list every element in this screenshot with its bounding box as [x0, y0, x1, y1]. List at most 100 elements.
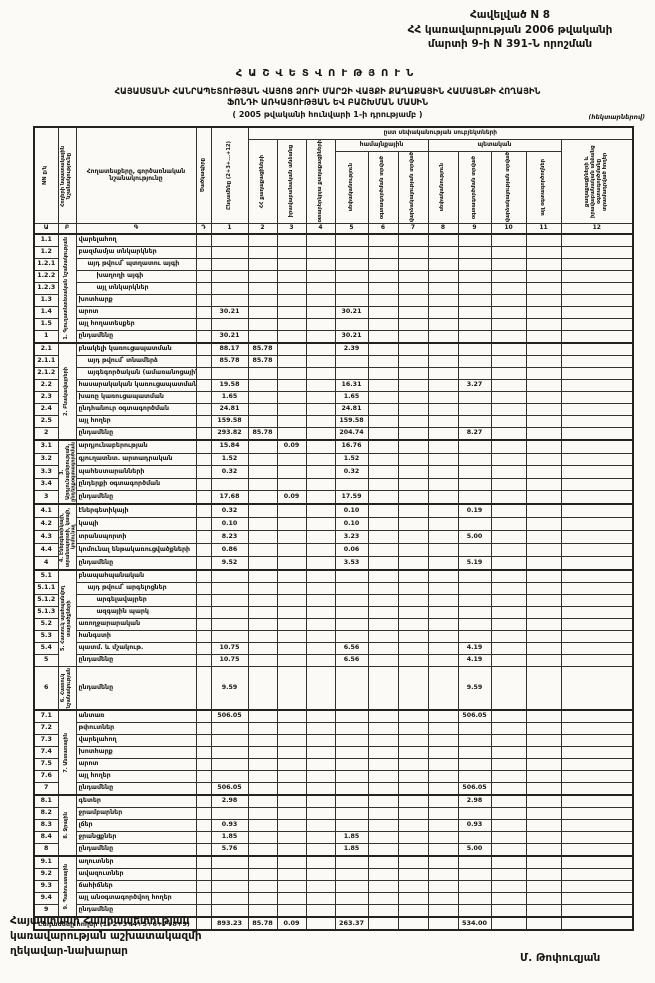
row-num: 8.2 — [33, 807, 59, 821]
value-cell — [247, 415, 278, 428]
value-cell — [367, 916, 399, 931]
value-cell — [247, 794, 278, 809]
value-cell — [305, 318, 336, 331]
value-cell: 0.09 — [276, 438, 307, 454]
value-cell — [367, 605, 399, 619]
value-cell — [247, 403, 278, 416]
row-label: պահեստարանների — [75, 465, 197, 479]
column-index-row: Ա Բ Գ Դ 1 2 3 4 5 6 7 8 9 10 11 12 — [33, 223, 634, 235]
code-cell — [195, 282, 212, 295]
value-cell — [525, 892, 562, 906]
value-cell — [397, 246, 429, 259]
value-cell — [247, 452, 278, 467]
value-cell — [305, 477, 336, 492]
value-cell: 1.85 — [334, 843, 369, 857]
value-cell — [525, 709, 562, 724]
value-cell — [490, 452, 527, 467]
value-cell — [334, 270, 369, 283]
row-num: 5.1 — [33, 569, 59, 583]
value-cell — [276, 653, 307, 667]
value-cell: 0.19 — [457, 502, 492, 518]
col-index: 10 — [490, 223, 527, 235]
value-cell — [560, 868, 634, 882]
value-cell — [490, 233, 527, 247]
grand-total-row: Ընդամենը հողեր (1+2+3+4+5+6+7+8+9) 893.23… — [33, 916, 634, 931]
value-cell: 0.10 — [334, 516, 369, 531]
code-cell — [195, 758, 212, 772]
code-cell — [195, 415, 212, 428]
value-cell — [210, 904, 249, 918]
section-name: 3. Արդյունաբերության, ընդերքօգտագործման … — [58, 442, 76, 502]
value-cell — [247, 904, 278, 918]
table-row: 1.5 այլ հողատեսքեր — [33, 318, 634, 331]
value-cell — [367, 653, 399, 667]
value-cell — [334, 477, 369, 492]
units-note: (հեկտարներով) — [588, 114, 645, 121]
section-name: 4. Էներգետիկայի, տրանսպորտի, կապի, կոմու… — [58, 507, 76, 567]
value-cell — [367, 709, 399, 724]
table-row: 7.5 արոտ — [33, 758, 634, 772]
value-cell — [247, 629, 278, 643]
value-cell — [305, 605, 336, 619]
row-label: ընդամենը — [75, 782, 197, 796]
code-cell — [195, 782, 212, 796]
value-cell — [367, 330, 399, 344]
value-cell — [457, 880, 492, 894]
table-row: 9.2 ավազուտներ — [33, 868, 634, 882]
value-cell — [427, 438, 459, 454]
value-cell — [367, 734, 399, 748]
value-cell — [397, 391, 429, 404]
row-num: 7 — [33, 782, 59, 796]
row-num: 7.5 — [33, 758, 59, 772]
row-num: 1.2.2 — [33, 270, 59, 283]
value-cell — [247, 529, 278, 544]
value-cell — [560, 807, 634, 821]
value-cell — [305, 391, 336, 404]
value-cell: 4.19 — [457, 641, 492, 655]
value-cell — [427, 490, 459, 505]
header-col-citizens: ՀՀ քաղաքացիների — [247, 139, 278, 224]
value-cell — [210, 880, 249, 894]
value-cell — [525, 819, 562, 833]
value-cell — [367, 355, 399, 368]
value-cell — [427, 391, 459, 404]
section-cell: 5. Հատուկ պահպանվող տարածքների — [57, 568, 77, 667]
row-num: 1.3 — [33, 294, 59, 307]
value-cell — [427, 403, 459, 416]
table-row: 2.1.1 այդ թվում՝ տնամերձ 85.78 85.78 — [33, 355, 634, 368]
table-row: 5.1.3 ազգային պարկ — [33, 605, 634, 619]
value-cell — [397, 629, 429, 643]
col-index: 2 — [247, 223, 278, 235]
value-cell — [247, 665, 278, 711]
title-subtitle: ( 2005 թվականի հունվարի 1-ի դրությամբ ) — [232, 109, 423, 119]
value-cell — [427, 415, 459, 428]
value-cell — [560, 843, 634, 857]
col-index: 12 — [560, 223, 634, 235]
row-label: ընդամենը — [75, 330, 197, 344]
value-cell — [525, 529, 562, 544]
value-cell — [305, 330, 336, 344]
value-cell — [457, 490, 492, 505]
value-cell — [276, 355, 307, 368]
value-cell — [247, 819, 278, 833]
value-cell — [276, 529, 307, 544]
value-cell: 5.00 — [457, 843, 492, 857]
row-label: այլ հողատեսքեր — [75, 318, 197, 331]
value-cell — [247, 282, 278, 295]
table-header: NN ը/կ Հողերի նպատակային նշանակությունը … — [33, 126, 634, 235]
value-cell — [397, 355, 429, 368]
value-cell — [276, 880, 307, 894]
value-cell — [560, 403, 634, 416]
value-cell — [560, 819, 634, 833]
value-cell — [305, 367, 336, 380]
value-cell — [397, 555, 429, 571]
value-cell — [305, 415, 336, 428]
col-index: Բ — [57, 223, 77, 235]
value-cell — [525, 477, 562, 492]
value-cell — [525, 855, 562, 870]
value-cell — [247, 746, 278, 760]
section-cell: 6. Հատուկ նշանակության — [57, 665, 77, 711]
value-cell: 16.31 — [334, 379, 369, 392]
value-cell — [560, 605, 634, 619]
header-col-state-lease: վարձակալության տրված — [490, 151, 527, 224]
